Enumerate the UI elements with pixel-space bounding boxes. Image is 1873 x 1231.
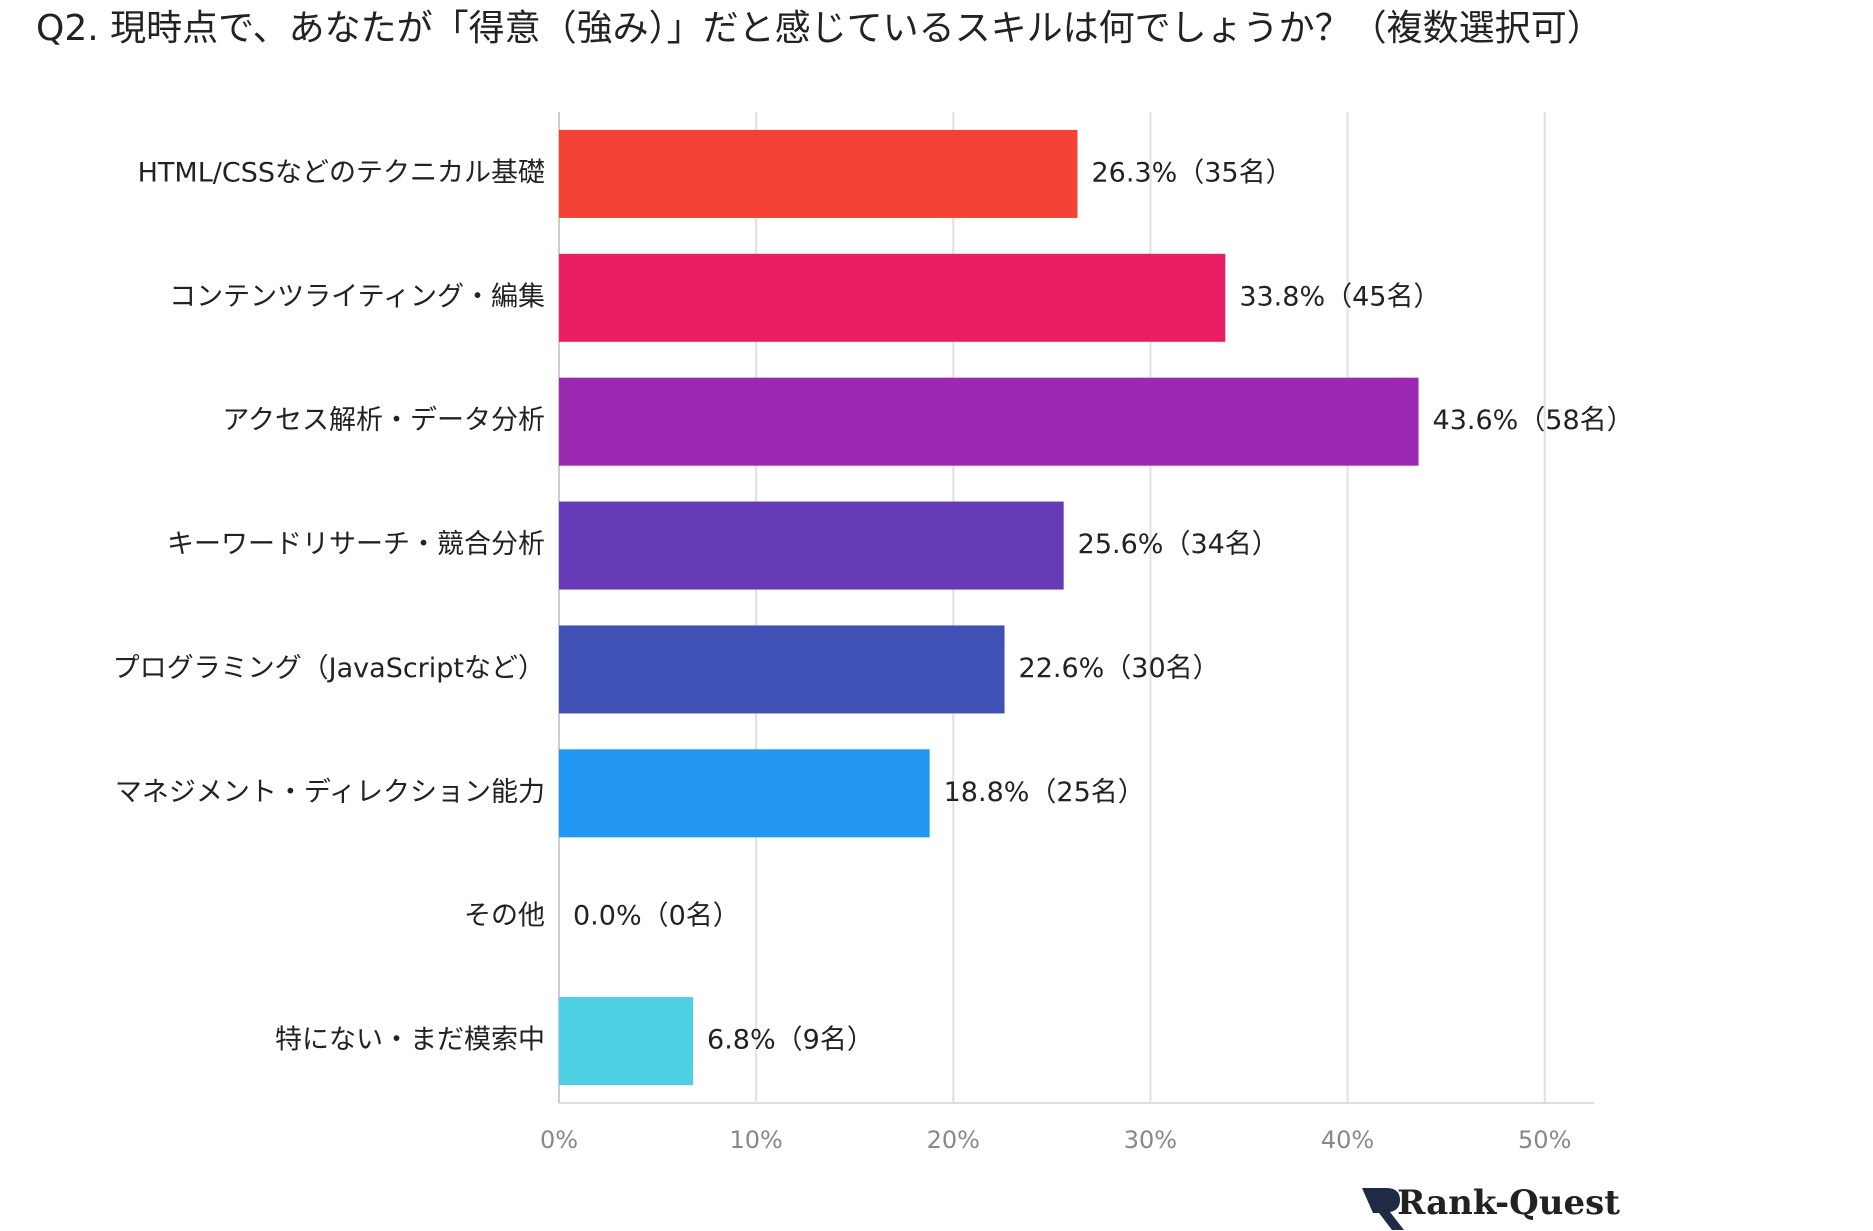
value-label: 6.8%（9名） (707, 1025, 874, 1056)
value-label: 26.3%（35名） (1091, 157, 1292, 188)
y-tick-label: アクセス解析・データ分析 (222, 405, 545, 436)
y-tick-label: HTML/CSSなどのテクニカル基礎 (138, 157, 545, 188)
x-tick-label: 20% (927, 1126, 980, 1154)
value-label: 0.0%（0名） (573, 901, 740, 932)
bar (559, 997, 694, 1086)
y-tick-label: その他 (464, 901, 545, 932)
logo-text: Rank-Quest (1397, 1183, 1620, 1223)
bar (559, 129, 1078, 218)
chart-title: Q2. 現時点で、あなたが「得意（強み）」だと感じているスキルは何でしょうか？（… (36, 8, 1603, 49)
bar (559, 253, 1226, 342)
value-label: 33.8%（45名） (1239, 281, 1440, 312)
value-label: 43.6%（58名） (1433, 405, 1634, 436)
x-tick-label: 10% (729, 1126, 782, 1154)
y-tick-label: コンテンツライティング・編集 (169, 281, 545, 312)
x-tick-label: 30% (1124, 1126, 1177, 1154)
x-tick-label: 40% (1321, 1126, 1374, 1154)
value-label: 22.6%（30名） (1019, 653, 1220, 684)
bar (559, 625, 1005, 714)
y-tick-label: プログラミング（JavaScriptなど） (113, 653, 545, 684)
logo-icon (1362, 1188, 1404, 1230)
x-tick-label: 0% (540, 1126, 578, 1154)
bar (559, 501, 1064, 590)
bar (559, 377, 1419, 466)
value-label: 25.6%（34名） (1078, 529, 1279, 560)
y-tick-label: 特にない・まだ模索中 (275, 1025, 545, 1056)
bar (559, 749, 930, 838)
y-tick-label: キーワードリサーチ・競合分析 (167, 529, 545, 560)
x-tick-label: 50% (1518, 1126, 1571, 1154)
y-tick-label: マネジメント・ディレクション能力 (115, 777, 545, 808)
logo: Rank-Quest (1362, 1183, 1620, 1230)
value-label: 18.8%（25名） (944, 777, 1145, 808)
